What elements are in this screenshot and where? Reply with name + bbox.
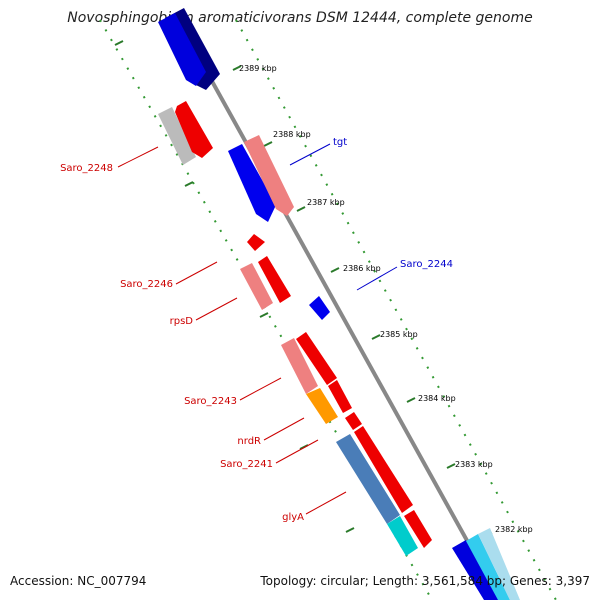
gene-saro-2246-small[interactable] <box>247 234 265 251</box>
gene-saro-2249-a[interactable] <box>228 144 276 222</box>
kbp-label: 2389 kbp <box>239 64 277 73</box>
gene-label-saro-2243[interactable]: Saro_2243 <box>184 396 237 407</box>
accession-text: Accession: NC_007794 <box>10 574 147 588</box>
gene-nrdr-orange[interactable] <box>306 388 338 424</box>
leader-saro-2248 <box>117 146 159 168</box>
gene-glya-red-2[interactable] <box>404 510 432 548</box>
gene-rpsd-pink[interactable] <box>240 263 273 310</box>
outer-guide-right <box>235 19 557 600</box>
gene-glya-cyan[interactable] <box>387 516 418 556</box>
kbp-label: 2382 kbp <box>495 525 533 534</box>
gene-saro-2248-grey[interactable] <box>158 107 196 165</box>
kbp-label: 2386 kbp <box>343 264 381 273</box>
leader-nrdr <box>263 417 305 441</box>
gene-rpsd-red[interactable] <box>258 256 291 303</box>
leader-saro-2243 <box>239 377 282 401</box>
genome-summary-text: Topology: circular; Length: 3,561,584 bp… <box>260 574 590 588</box>
kbp-label: 2387 kbp <box>307 198 345 207</box>
gene-label-saro-2244[interactable]: Saro_2244 <box>400 259 453 270</box>
gene-label-saro-2246[interactable]: Saro_2246 <box>120 279 173 290</box>
gene-saro-2241-small[interactable] <box>345 412 362 430</box>
gene-saro-2243-red[interactable] <box>296 332 337 385</box>
gene-glya-red[interactable] <box>354 426 413 513</box>
gene-glya-steelblue[interactable] <box>336 434 400 524</box>
gene-forward-bottom-light[interactable] <box>478 528 520 600</box>
gene-saro-2244[interactable] <box>309 296 330 320</box>
gene-forward-top-blue[interactable] <box>158 13 206 86</box>
gene-saro-2249-b[interactable] <box>244 135 294 216</box>
gene-nrdr-red[interactable] <box>328 380 352 413</box>
leader-saro-2244 <box>356 266 398 291</box>
gene-saro-2243-pink[interactable] <box>281 338 318 394</box>
kbp-label: 2383 kbp <box>455 460 493 469</box>
leader-glya <box>305 491 347 515</box>
gene-label-glya[interactable]: glyA <box>282 512 304 523</box>
gene-label-tgt[interactable]: tgt <box>333 137 347 148</box>
outer-guide-left <box>99 19 433 600</box>
gene-label-nrdr[interactable]: nrdR <box>237 436 261 447</box>
leader-tgt <box>289 143 331 166</box>
gene-forward-bottom-blue[interactable] <box>452 540 500 600</box>
gene-label-rpsd[interactable]: rpsD <box>170 316 194 327</box>
kbp-label: 2388 kbp <box>273 130 311 139</box>
gene-label-saro-2248[interactable]: Saro_2248 <box>60 163 113 174</box>
gene-label-saro-2241[interactable]: Saro_2241 <box>220 459 273 470</box>
gene-saro-2248-red[interactable] <box>175 101 213 158</box>
leader-saro-2241 <box>275 439 319 464</box>
leader-rpsd <box>195 297 238 321</box>
genome-backbone <box>176 19 502 600</box>
gene-forward-bottom-cyan[interactable] <box>466 534 510 600</box>
kbp-label: 2385 kbp <box>380 330 418 339</box>
kbp-label: 2384 kbp <box>418 394 456 403</box>
leader-saro-2246 <box>175 261 218 285</box>
